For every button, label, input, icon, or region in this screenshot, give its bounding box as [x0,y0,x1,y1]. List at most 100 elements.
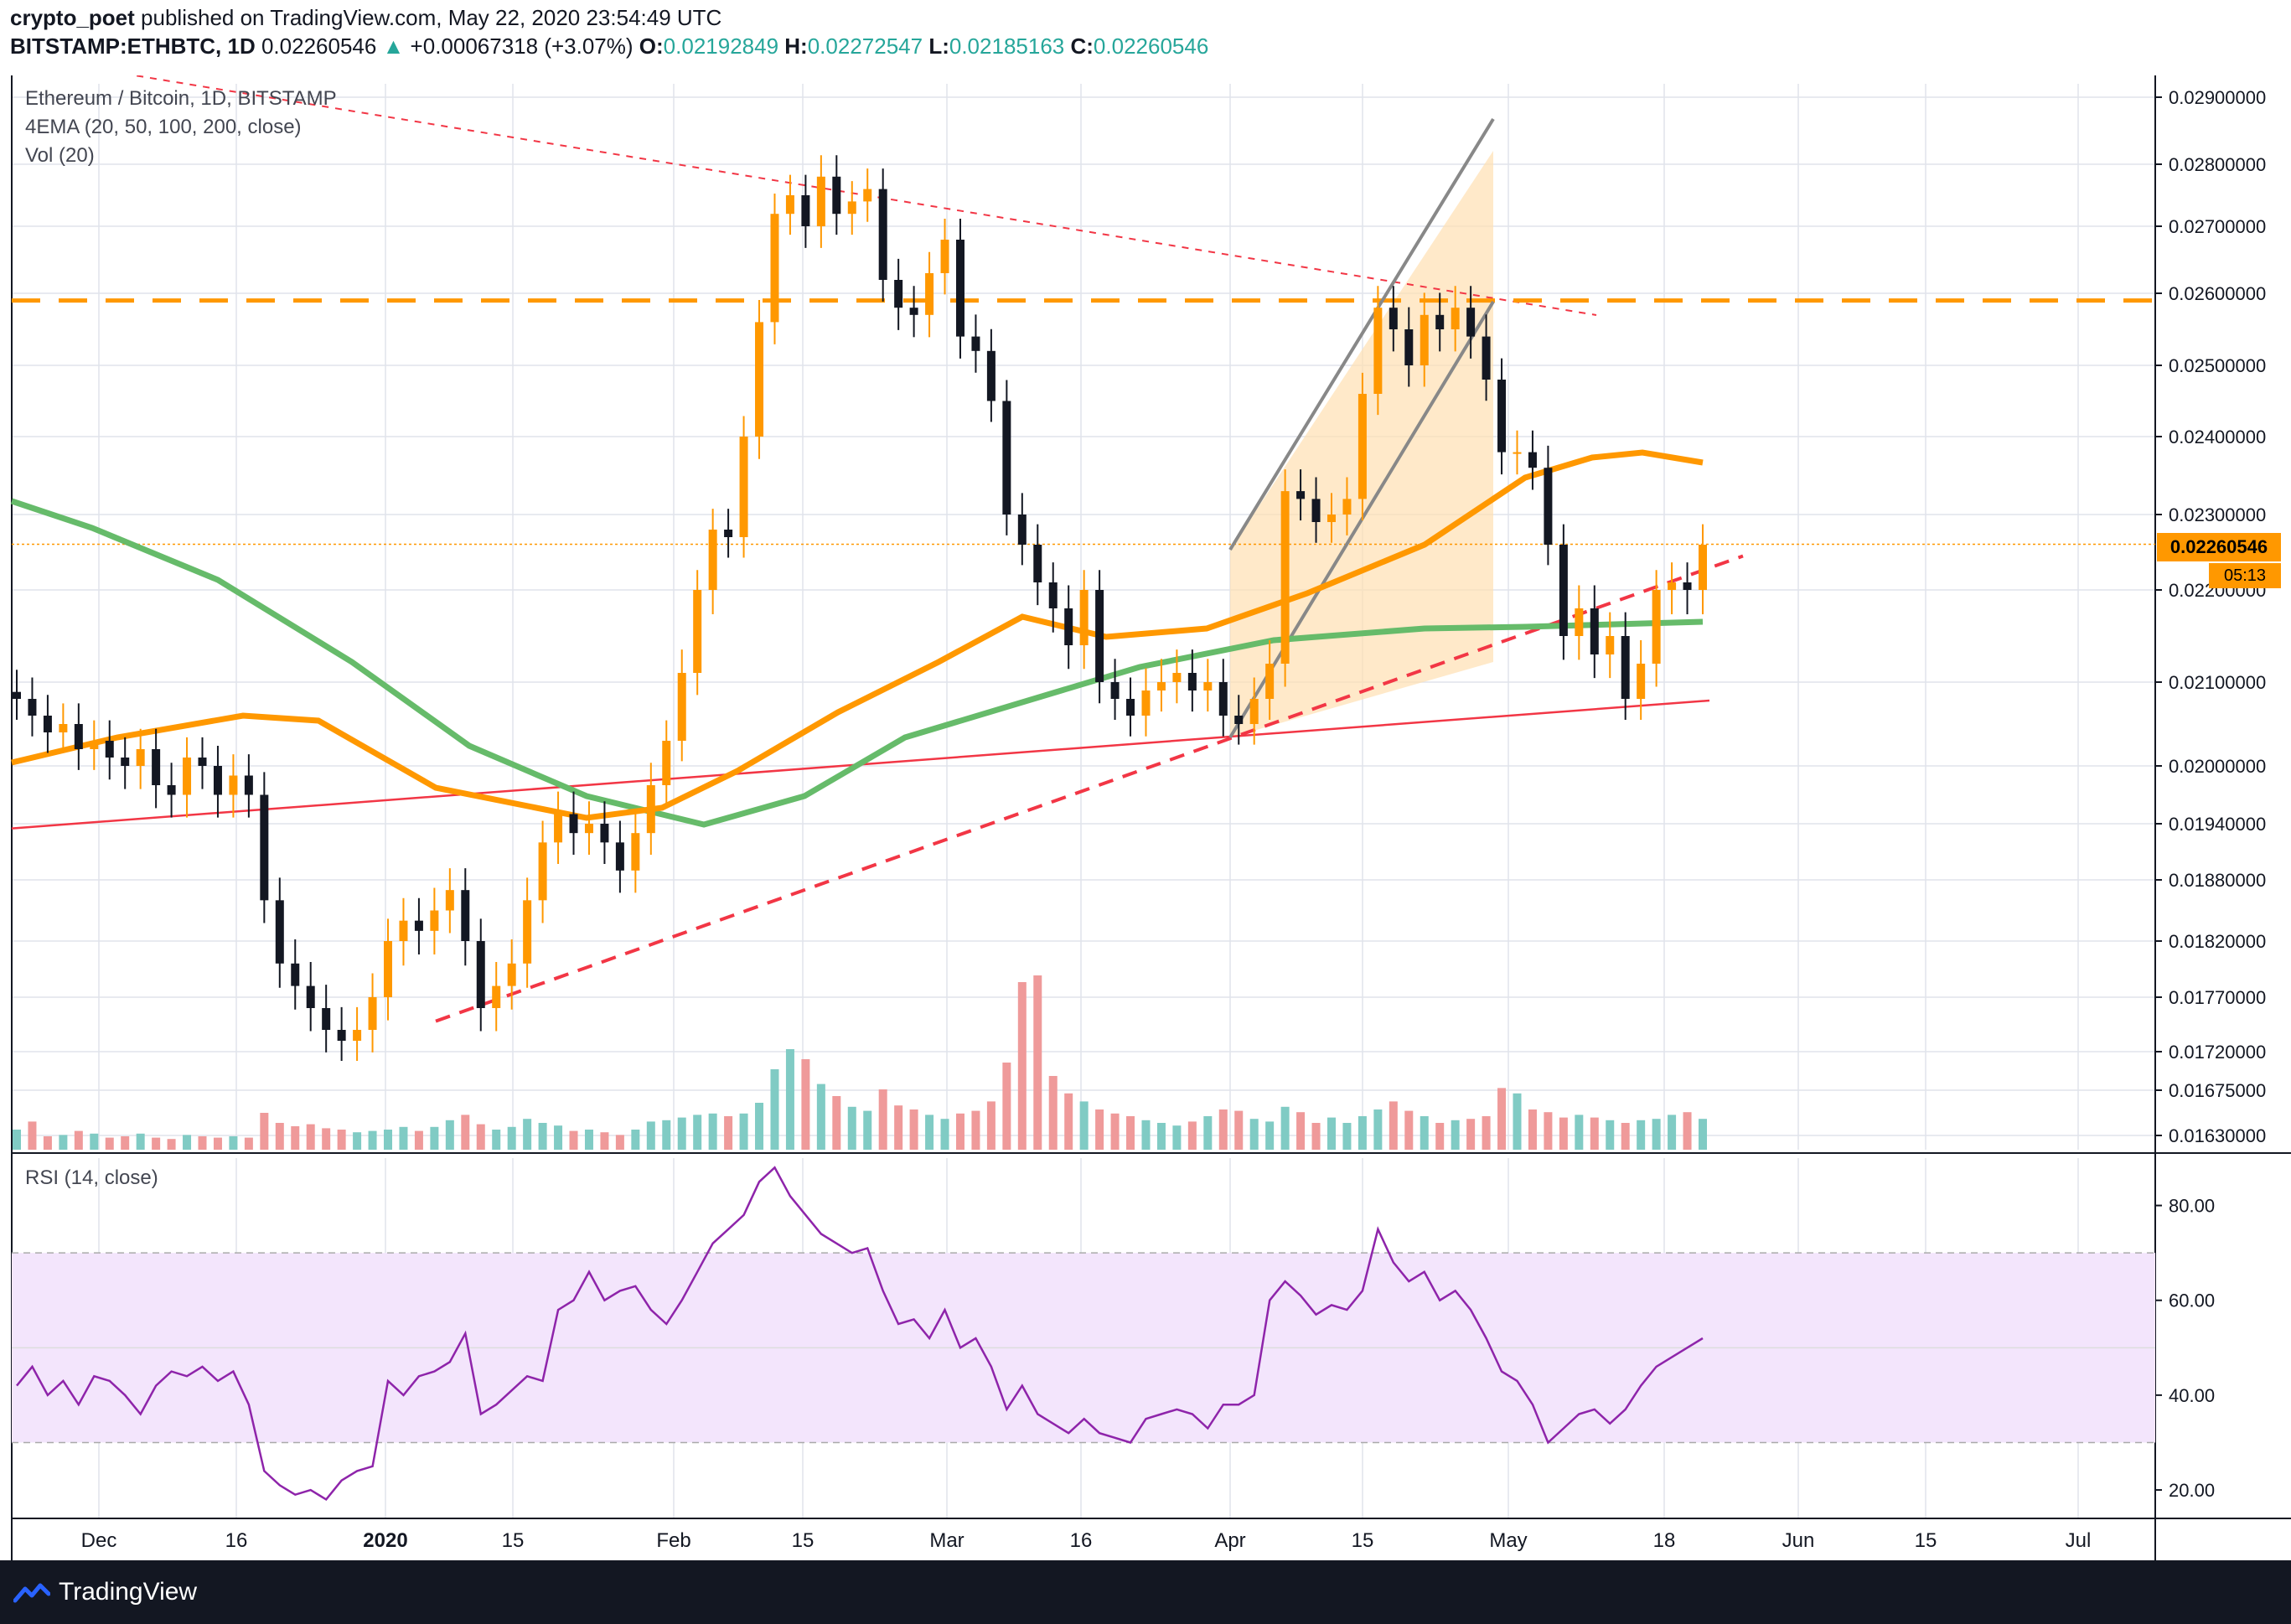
candle-body [523,900,532,964]
price-tick-label: 0.01675000 [2169,1080,2266,1101]
candle-body [1637,664,1646,699]
candle-body [337,1030,346,1041]
candle-body [538,842,547,901]
volume-bar [1528,1109,1537,1150]
candle-body [1126,699,1135,716]
candle-body [1095,590,1104,682]
volume-bar [816,1084,825,1150]
candle-body [121,758,130,766]
volume-bar [384,1130,393,1150]
candle-body [816,176,825,226]
volume-bar [1141,1120,1151,1150]
chart-canvas[interactable]: 0.02900000 0.02800000 0.02700000 0.02600000… [0,75,2291,1560]
candle-body [1528,452,1537,468]
candle-body [986,350,996,401]
rsi-line [16,1166,1704,1502]
candle-body [1466,308,1476,337]
volume-bar [1017,982,1027,1150]
candle-body [1590,608,1599,654]
candle-body [600,824,609,843]
candle-body [1575,608,1584,636]
price-tick-label: 0.02600000 [2169,283,2266,304]
volume-bar [1218,1109,1228,1150]
publish-line: crypto_poet published on TradingView.com… [10,5,721,31]
candle-body [569,814,578,834]
volume-bar [1683,1112,1692,1150]
time-tick-label: 2020 [363,1529,407,1552]
volume-bar [1249,1119,1259,1150]
volume-bar [1296,1112,1306,1150]
volume-bar [136,1133,145,1150]
candle-body [1389,308,1398,329]
candle-timer: 05:13 [2209,563,2281,588]
volume-bar [1311,1123,1321,1150]
time-tick-label: Jun [1782,1529,1815,1552]
price-tick-label: 0.02300000 [2169,504,2266,525]
volume-bar [1513,1093,1522,1150]
volume-bar [1435,1123,1445,1150]
candle-body [785,195,794,215]
price-tick-label: 0.01630000 [2169,1125,2266,1146]
candle-body [1482,336,1491,380]
candle-body [863,189,872,202]
candle-body [59,724,68,732]
chart-area[interactable]: 0.02900000 0.02800000 0.02700000 0.02600000… [0,75,2291,1560]
candle-body [43,716,52,732]
low-value: 0.02185163 [949,34,1065,59]
candle-body [878,189,887,280]
volume-bar [677,1117,686,1150]
volume-bar [476,1124,485,1150]
candle-body [167,785,176,795]
volume-bar [1110,1113,1120,1150]
ema-green-line [10,498,1704,828]
open-value: 0.02192849 [663,34,779,59]
volume-bar [1590,1117,1599,1150]
price-tick-label: 0.02800000 [2169,154,2266,175]
time-tick-label: 15 [502,1529,525,1552]
volume-bar [1095,1109,1104,1150]
volume-bar [1637,1120,1646,1150]
volume-bar [28,1121,37,1150]
candle-body [770,214,779,323]
price-tick-label: 0.02700000 [2169,216,2266,237]
volume-bar [1079,1101,1089,1150]
author-name[interactable]: crypto_poet [10,5,135,30]
price-tick-label: 0.01820000 [2169,931,2266,952]
rsi-tick-label: 80.00 [2169,1196,2215,1217]
volume-bar [986,1101,996,1150]
candle-body [353,1030,362,1041]
volume-bar [584,1130,593,1150]
volume-bar [1668,1115,1677,1150]
candle-body [1311,499,1321,522]
tradingview-logo[interactable]: TradingView [13,1577,197,1607]
dashed-uptrend-line [435,554,1744,1023]
volume-bar [121,1136,130,1150]
volume-bar [646,1121,655,1150]
price-tick-label: 0.01770000 [2169,987,2266,1008]
candle-body [554,814,563,843]
candle-body [1342,499,1352,515]
candle-body [368,997,377,1030]
volume-bar [414,1130,423,1150]
volume-bar [600,1132,609,1150]
price-tick-label: 0.02400000 [2169,427,2266,447]
candle-body [105,741,114,758]
volume-bar [940,1119,949,1150]
volume-bar [1048,1076,1058,1150]
candle-body [1513,452,1522,454]
rsi-tick-label: 20.00 [2169,1480,2215,1501]
candle-body [724,530,733,537]
volume-bar [739,1113,748,1150]
candle-body [445,890,454,911]
candle-body [399,920,408,941]
candle-body [384,941,393,997]
candle-body [1033,545,1042,582]
legend-vol: Vol (20) [25,144,95,167]
volume-bar [847,1106,856,1150]
candle-body [183,758,192,795]
volume-bar [337,1130,346,1150]
legend-title: Ethereum / Bitcoin, 1D, BITSTAMP [25,87,337,110]
candle-body [801,195,810,226]
low-label: L: [928,34,949,59]
candle-body [1404,329,1414,365]
